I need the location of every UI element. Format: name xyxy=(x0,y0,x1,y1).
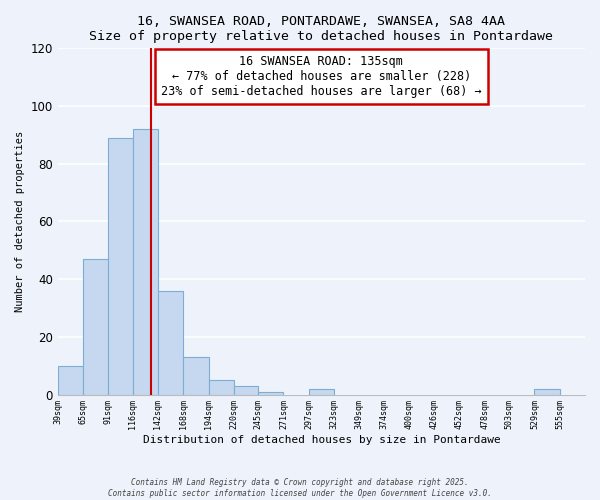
Bar xyxy=(234,386,258,394)
Bar xyxy=(209,380,234,394)
Y-axis label: Number of detached properties: Number of detached properties xyxy=(15,131,25,312)
Bar xyxy=(133,129,158,394)
Bar xyxy=(535,389,560,394)
Text: Contains HM Land Registry data © Crown copyright and database right 2025.
Contai: Contains HM Land Registry data © Crown c… xyxy=(108,478,492,498)
Bar xyxy=(183,357,209,395)
Bar xyxy=(83,259,109,394)
Bar xyxy=(158,290,183,395)
X-axis label: Distribution of detached houses by size in Pontardawe: Distribution of detached houses by size … xyxy=(143,435,500,445)
Title: 16, SWANSEA ROAD, PONTARDAWE, SWANSEA, SA8 4AA
Size of property relative to deta: 16, SWANSEA ROAD, PONTARDAWE, SWANSEA, S… xyxy=(89,15,553,43)
Bar xyxy=(309,389,334,394)
Bar xyxy=(258,392,283,394)
Bar xyxy=(58,366,83,394)
Text: 16 SWANSEA ROAD: 135sqm
← 77% of detached houses are smaller (228)
23% of semi-d: 16 SWANSEA ROAD: 135sqm ← 77% of detache… xyxy=(161,56,482,98)
Bar xyxy=(109,138,133,394)
